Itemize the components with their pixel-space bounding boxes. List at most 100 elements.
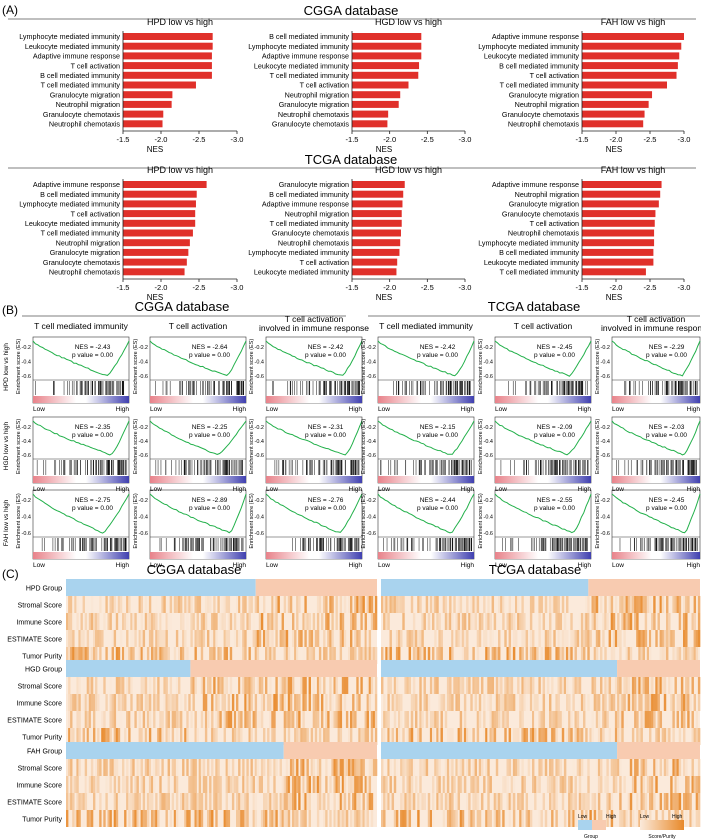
heatmap-cell bbox=[595, 647, 599, 664]
heatmap-cell bbox=[119, 694, 123, 711]
heatmap-cell bbox=[80, 647, 83, 664]
x-tick-label: -2.5 bbox=[644, 135, 657, 144]
heatmap-cell bbox=[489, 630, 492, 647]
heatmap-cell bbox=[621, 728, 624, 745]
bar-category-label: T cell mediated immunity bbox=[270, 219, 350, 228]
heatmap-cell bbox=[672, 630, 675, 647]
gsea-y-axis-label: Enrichment score (ES) bbox=[595, 339, 601, 394]
gsea-es-curve bbox=[265, 493, 363, 533]
heatmap-cell bbox=[213, 630, 216, 647]
heatmap-cell bbox=[440, 630, 443, 647]
heatmap-cell bbox=[366, 728, 369, 745]
heatmap-cell bbox=[540, 711, 543, 728]
heatmap-cell bbox=[68, 647, 71, 664]
heatmap-cell bbox=[209, 810, 212, 827]
gsea-rank-bar bbox=[495, 552, 591, 559]
gsea-row-label: FAH low vs high bbox=[3, 499, 10, 546]
heatmap-cell bbox=[70, 647, 73, 664]
heatmap-cell bbox=[589, 728, 592, 745]
heatmap-cell bbox=[627, 596, 631, 613]
gsea-column-title-line2: involved in immune response bbox=[259, 323, 369, 333]
heatmap-cell bbox=[90, 677, 94, 694]
heatmap-cell bbox=[419, 793, 422, 810]
gsea-y-axis-label: Enrichment score (ES) bbox=[16, 339, 22, 394]
heatmap-cell bbox=[555, 694, 558, 711]
heatmap-cell bbox=[561, 793, 565, 810]
heatmap-cell bbox=[404, 793, 407, 810]
heatmap-cell bbox=[693, 630, 697, 647]
heatmap-cell bbox=[495, 810, 499, 827]
heatmap-cell bbox=[674, 647, 677, 664]
heatmap-cell bbox=[217, 759, 220, 776]
heatmap-cell bbox=[574, 793, 577, 810]
heatmap-cell bbox=[476, 630, 480, 647]
heatmap-cell bbox=[90, 613, 94, 630]
heatmap-cell bbox=[451, 759, 454, 776]
heatmap-cell bbox=[674, 776, 677, 793]
heatmap-cell bbox=[289, 677, 293, 694]
heatmap-cell bbox=[517, 793, 520, 810]
heatmap-cell bbox=[491, 711, 495, 728]
heatmap-cell bbox=[370, 810, 374, 827]
heatmap-cell bbox=[242, 776, 245, 793]
heatmap-cell bbox=[617, 613, 620, 630]
heatmap-cell bbox=[523, 613, 526, 630]
heatmap-cell bbox=[252, 677, 255, 694]
x-tick-label: -3.0 bbox=[231, 135, 244, 144]
bar-category-label: T cell activation bbox=[71, 209, 120, 218]
heatmap-cell bbox=[538, 810, 541, 827]
heatmap-cell bbox=[215, 793, 218, 810]
heatmap-cell bbox=[246, 810, 249, 827]
heatmap-cell bbox=[221, 613, 224, 630]
heatmap-cell bbox=[436, 596, 439, 613]
heatmap-cell bbox=[155, 630, 158, 647]
heatmap-cell bbox=[217, 647, 220, 664]
heatmap-cell bbox=[538, 759, 541, 776]
heatmap-cell bbox=[566, 647, 569, 664]
heatmap-cell bbox=[472, 596, 475, 613]
heatmap-cell bbox=[491, 677, 495, 694]
gsea-nes-value: NES = -2.03 bbox=[649, 424, 685, 431]
heatmap-cell bbox=[283, 596, 287, 613]
heatmap-cell bbox=[385, 596, 388, 613]
heatmap-cell bbox=[296, 776, 299, 793]
gsea-nes-value: NES = -2.55 bbox=[537, 497, 573, 504]
heatmap-cell bbox=[385, 793, 388, 810]
heatmap-cell bbox=[689, 810, 692, 827]
heatmap-cell bbox=[93, 711, 96, 728]
heatmap-cell bbox=[546, 630, 550, 647]
heatmap-cell bbox=[523, 728, 526, 745]
heatmap-cell bbox=[408, 793, 412, 810]
heatmap-cell bbox=[364, 711, 367, 728]
heatmap-cell bbox=[140, 728, 143, 745]
heatmap-cell bbox=[374, 596, 378, 613]
heatmap-cell bbox=[442, 776, 446, 793]
heatmap-cell bbox=[329, 677, 332, 694]
heatmap-cell bbox=[527, 810, 531, 827]
heatmap-cell bbox=[646, 596, 650, 613]
heatmap-cell bbox=[453, 630, 456, 647]
heatmap-cell bbox=[246, 613, 249, 630]
heatmap-cell bbox=[542, 759, 546, 776]
heatmap-cell bbox=[608, 677, 612, 694]
heatmap-cell bbox=[534, 694, 537, 711]
heatmap-cell bbox=[446, 677, 450, 694]
heatmap-cell bbox=[215, 759, 218, 776]
heatmap-cell bbox=[287, 711, 291, 728]
heatmap-cell bbox=[697, 630, 701, 647]
heatmap-cell bbox=[404, 711, 407, 728]
heatmap-cell bbox=[559, 677, 563, 694]
heatmap-cell bbox=[600, 647, 603, 664]
heatmap-cell bbox=[525, 613, 529, 630]
heatmap-cell bbox=[478, 793, 482, 810]
heatmap-cell bbox=[157, 677, 160, 694]
heatmap-cell bbox=[130, 677, 133, 694]
heatmap-cell bbox=[532, 793, 535, 810]
gsea-es-curve bbox=[377, 420, 475, 455]
heatmap-cell bbox=[521, 711, 524, 728]
heatmap-cell bbox=[440, 647, 443, 664]
heatmap-cell bbox=[196, 793, 199, 810]
heatmap-cell bbox=[517, 596, 520, 613]
